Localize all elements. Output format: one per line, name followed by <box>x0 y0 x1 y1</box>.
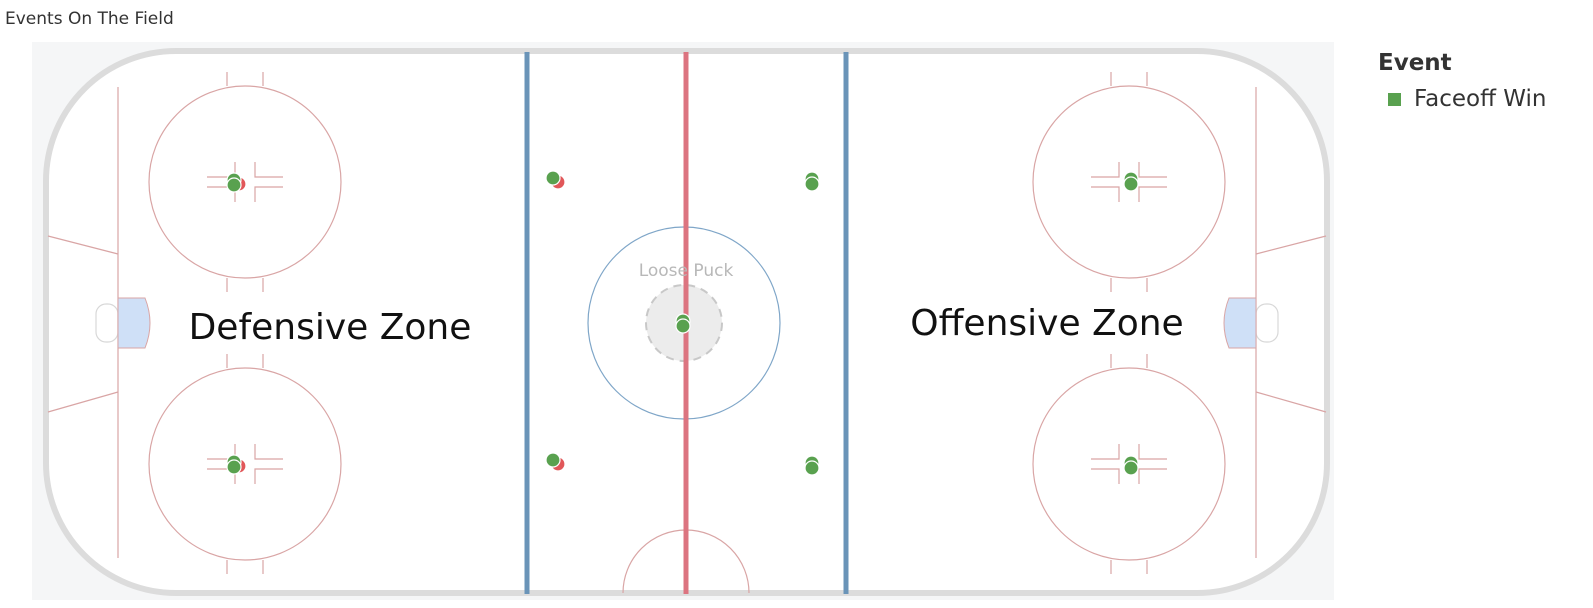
faceoff-win-point-neutral-zone-right-top-dot[interactable] <box>804 176 820 192</box>
faceoff-win-point-defensive-zone-bottom-faceoff-dot[interactable] <box>226 459 242 475</box>
legend-swatch <box>1388 92 1401 106</box>
trapezoid-left <box>47 235 119 413</box>
legend: Event Faceoff Win <box>1378 50 1546 112</box>
faceoff-win-point-neutral-zone-right-bottom-dot[interactable] <box>804 460 820 476</box>
faceoff-circle-offensive-bottom <box>1032 354 1226 574</box>
event-markers <box>226 170 1139 476</box>
faceoff-circle-offensive-top <box>1032 72 1226 292</box>
legend-title: Event <box>1378 50 1452 76</box>
rink-chart[interactable]: Loose Puck Defensive Zone Offensive Zone <box>32 42 1334 600</box>
faceoff-win-point-offensive-zone-bottom-faceoff-dot[interactable] <box>1123 460 1139 476</box>
defensive-zone-label: Defensive Zone <box>189 307 472 348</box>
goal-crease-right <box>1223 297 1257 349</box>
legend-item-faceoff-win[interactable]: Faceoff Win <box>1388 86 1546 112</box>
trapezoid-right <box>1255 235 1327 413</box>
faceoff-win-point-neutral-zone-left-top-dot[interactable] <box>545 170 561 186</box>
faceoff-win-point-defensive-zone-top-faceoff-dot[interactable] <box>226 177 242 193</box>
faceoff-win-point-neutral-zone-left-bottom-dot[interactable] <box>545 452 561 468</box>
sheet-title: Events On The Field <box>5 9 174 29</box>
goal-crease-left <box>117 297 151 349</box>
faceoff-win-point-offensive-zone-top-faceoff-dot[interactable] <box>1123 176 1139 192</box>
faceoff-win-point-center-ice[interactable] <box>675 318 691 334</box>
center-ice-label: Loose Puck <box>639 261 734 281</box>
legend-label: Faceoff Win <box>1414 86 1547 112</box>
rink-svg: Loose Puck Defensive Zone Offensive Zone <box>32 42 1334 600</box>
offensive-zone-label: Offensive Zone <box>910 303 1183 344</box>
